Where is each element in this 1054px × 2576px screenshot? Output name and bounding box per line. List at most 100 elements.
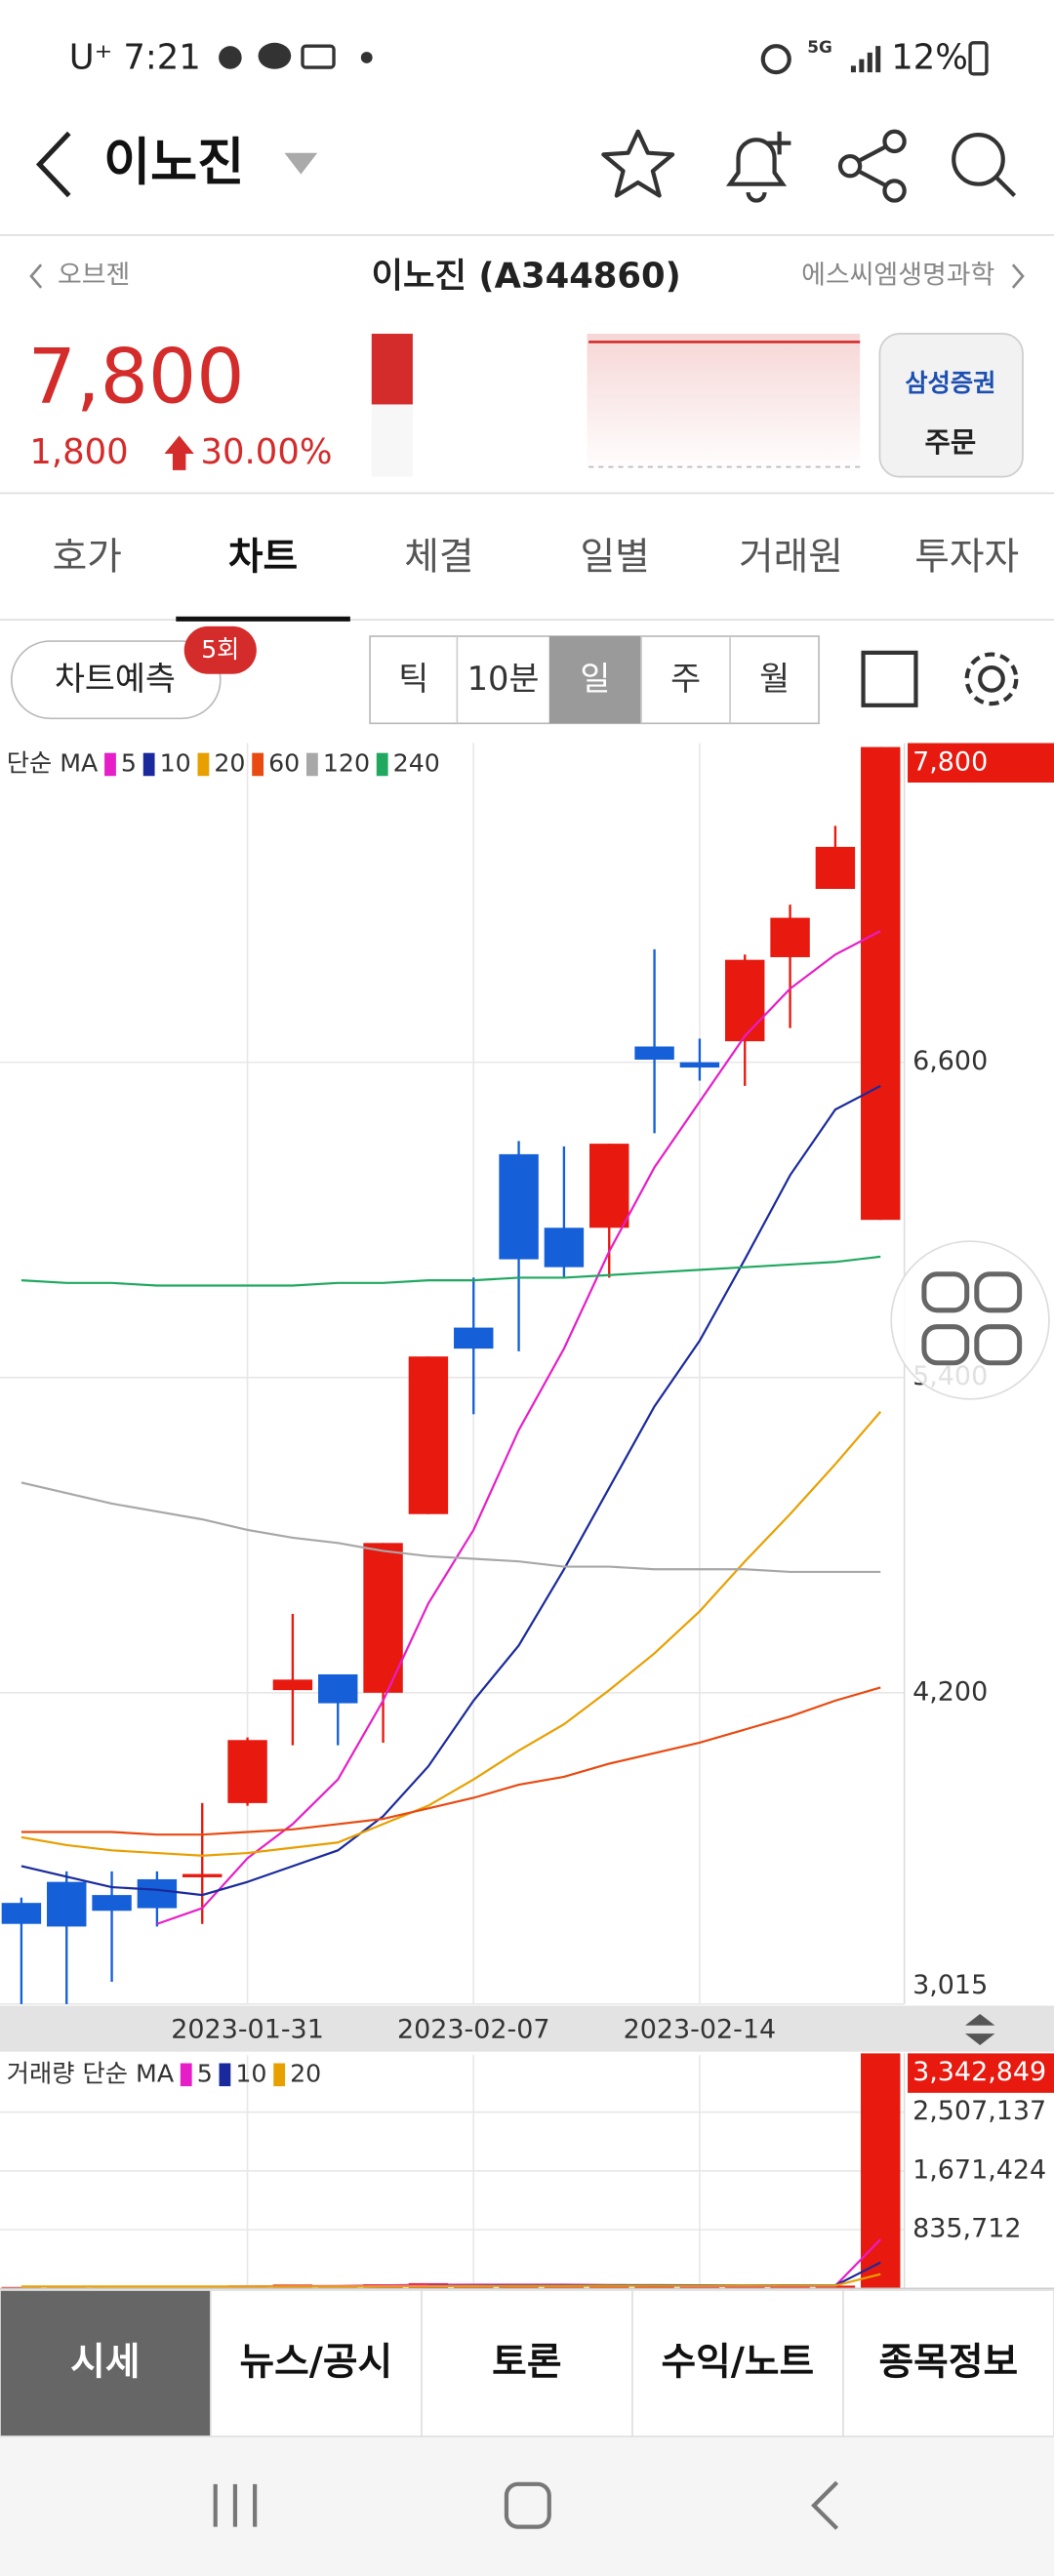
bottom-tab[interactable] (421, 2289, 633, 2437)
predict-badge-label: 5회 (201, 635, 239, 664)
favorite-button[interactable] (601, 129, 675, 198)
prev-arrow[interactable] (29, 263, 43, 289)
candle-body (725, 959, 765, 1042)
dropdown-arrow[interactable] (284, 152, 318, 175)
legend-label: 5 (121, 748, 137, 777)
legend-swatch (180, 2063, 192, 2087)
last-value-label: 3,342,849 (912, 2057, 1046, 2087)
period[interactable]: 월 (759, 660, 790, 698)
predict-label[interactable]: 차트예측 (55, 660, 176, 698)
last-value-label: 7,800 (912, 746, 988, 777)
next-arrow[interactable] (1011, 263, 1025, 289)
bottom-tab-label[interactable]: 시세 (70, 2340, 140, 2384)
candle-body (318, 1673, 358, 1704)
predict-button[interactable] (10, 640, 222, 720)
bottom-tab[interactable] (631, 2289, 844, 2437)
broker-name[interactable]: 삼성증권 (905, 369, 995, 397)
next-stock[interactable]: 에스씨엠생명과학 (801, 261, 994, 291)
share-button[interactable] (837, 129, 907, 203)
search-button[interactable] (952, 133, 1017, 197)
chart-area (0, 743, 905, 2006)
legend-label: 120 (323, 748, 370, 777)
candle-body (1, 1903, 42, 1924)
candle-body (454, 1327, 494, 1349)
period[interactable]: 일 (580, 660, 610, 698)
ma-line (202, 2238, 882, 2288)
settings-button[interactable] (964, 652, 1019, 706)
stock-title[interactable]: 이노진 (103, 134, 244, 192)
bottom-tab-label[interactable]: 수익/노트 (661, 2340, 814, 2384)
last-value-box (908, 743, 1054, 783)
bottom-tab[interactable] (210, 2289, 423, 2437)
volume-bar (815, 2285, 856, 2289)
candle-body (589, 1144, 629, 1228)
tab[interactable]: 체결 (404, 535, 473, 579)
legend-label: 10 (160, 748, 191, 777)
legend-label: 60 (268, 748, 300, 777)
period[interactable]: 10분 (467, 660, 540, 698)
bottom-tab-label[interactable]: 종목정보 (879, 2340, 1019, 2384)
legend-label: 5 (197, 2059, 213, 2087)
y-tick-label: 835,712 (912, 2214, 1021, 2244)
volume-bar (634, 2285, 674, 2289)
resize-handle[interactable] (965, 2013, 995, 2045)
nav-back[interactable] (811, 2480, 839, 2530)
y-tick-label: 3,015 (912, 1970, 988, 2000)
x-tick-label: 2023-02-07 (397, 2014, 550, 2044)
home-button[interactable] (504, 2481, 551, 2529)
candle-body (363, 1543, 403, 1693)
legend-swatch (142, 752, 155, 777)
candle-body (227, 1740, 267, 1803)
x-tick-label: 2023-01-31 (171, 2014, 324, 2044)
bottom-tab-label[interactable]: 토론 (492, 2340, 561, 2384)
tab[interactable]: 호가 (53, 535, 122, 579)
candle-body (182, 1873, 223, 1877)
candle-body (544, 1228, 585, 1268)
range-bar-bg (371, 404, 413, 477)
floating-icon (921, 1271, 970, 1313)
recent-apps[interactable] (213, 2483, 258, 2527)
alert-button[interactable] (725, 131, 791, 203)
legend-swatch (252, 752, 264, 777)
prev-stock[interactable]: 오브젠 (58, 261, 130, 291)
candle-body (137, 1878, 178, 1909)
legend-swatch (104, 752, 116, 777)
legend-label: 20 (290, 2059, 321, 2087)
tab[interactable]: 거래원 (739, 535, 843, 579)
legend-swatch (305, 752, 318, 777)
period[interactable]: 틱 (398, 660, 428, 698)
y-tick-label: 1,671,424 (912, 2154, 1046, 2185)
ma-line (20, 2273, 881, 2288)
tab[interactable]: 차트 (228, 535, 298, 579)
floating-icon (921, 1324, 970, 1366)
bottom-tab[interactable] (842, 2289, 1054, 2437)
volume-bar (861, 2053, 901, 2289)
layout-button[interactable] (861, 650, 918, 707)
status-icon (360, 52, 373, 63)
candle-body (47, 1881, 87, 1927)
ma-line (20, 1084, 881, 1897)
bottom-tab-label[interactable]: 뉴스/공시 (239, 2340, 392, 2384)
up-arrow (164, 435, 194, 470)
order-label[interactable]: 주문 (925, 425, 977, 459)
back-button[interactable] (35, 131, 71, 198)
legend-title: 단순 MA (7, 748, 99, 777)
tab[interactable]: 일별 (580, 535, 649, 579)
volume-bar (544, 2286, 585, 2289)
nav-bar (0, 2435, 1054, 2576)
legend-swatch (273, 2063, 286, 2087)
x-tick-label: 2023-02-14 (624, 2014, 777, 2044)
period[interactable]: 주 (670, 660, 701, 698)
legend-swatch (376, 752, 388, 777)
legend-swatch (197, 752, 210, 777)
floating-button[interactable] (890, 1240, 1050, 1400)
candle-body (815, 846, 856, 889)
tab[interactable]: 투자자 (914, 535, 1019, 579)
network: 5G (807, 37, 832, 57)
clock: 7:21 (123, 38, 200, 78)
y-tick-label: 2,507,137 (912, 2096, 1046, 2126)
order-button[interactable] (878, 333, 1024, 478)
stock-name: 이노진 (A344860) (371, 257, 680, 297)
